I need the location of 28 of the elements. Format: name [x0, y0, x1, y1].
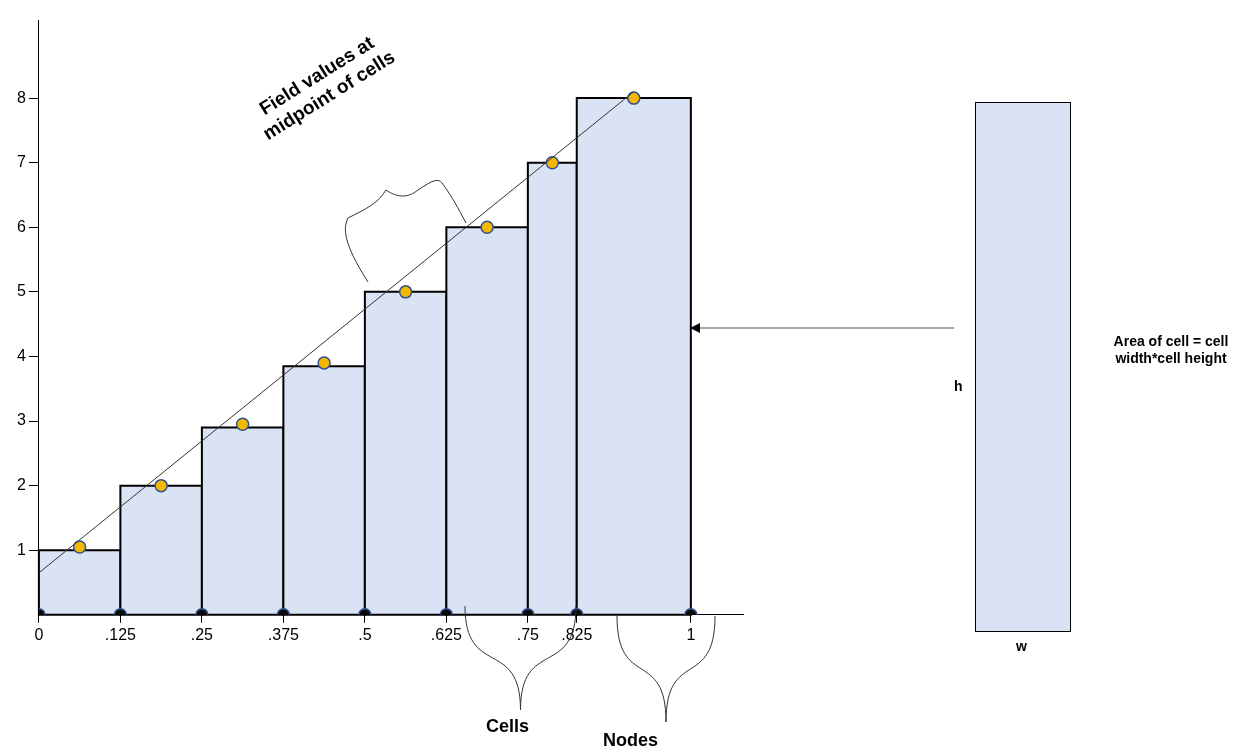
point	[627, 91, 641, 105]
x-tick-label: .125	[104, 625, 137, 643]
point	[235, 417, 250, 432]
y-tick-label: 4	[16, 346, 26, 364]
x-tick-label: .625	[430, 625, 463, 643]
point	[398, 285, 413, 299]
point	[154, 478, 168, 493]
y-tick-label: 2	[16, 476, 26, 494]
x-tick-label: 0	[34, 625, 44, 643]
point	[480, 220, 494, 235]
x-tick-label: 1	[686, 625, 696, 643]
x-tick-label: .25	[190, 625, 214, 643]
x-tick-label: .375	[267, 625, 300, 643]
x-tick-label: .5	[358, 625, 372, 643]
y-tick-label: 7	[16, 153, 26, 171]
x-tick-label: .825	[561, 625, 593, 643]
x-tick-label: .75	[516, 625, 540, 643]
text: Nodes	[603, 730, 659, 747]
text: Area of cell = cell width*cell height	[1112, 333, 1230, 367]
text: Cells	[486, 716, 531, 738]
y-tick-label: 5	[16, 282, 26, 300]
y-tick-label: 1	[16, 540, 26, 558]
text: w	[1016, 638, 1028, 655]
y-tick-label: 8	[16, 88, 26, 106]
y-tick-label: 6	[16, 217, 26, 235]
text: h	[954, 378, 964, 395]
point	[317, 356, 331, 370]
y-tick-label: 3	[16, 411, 26, 429]
